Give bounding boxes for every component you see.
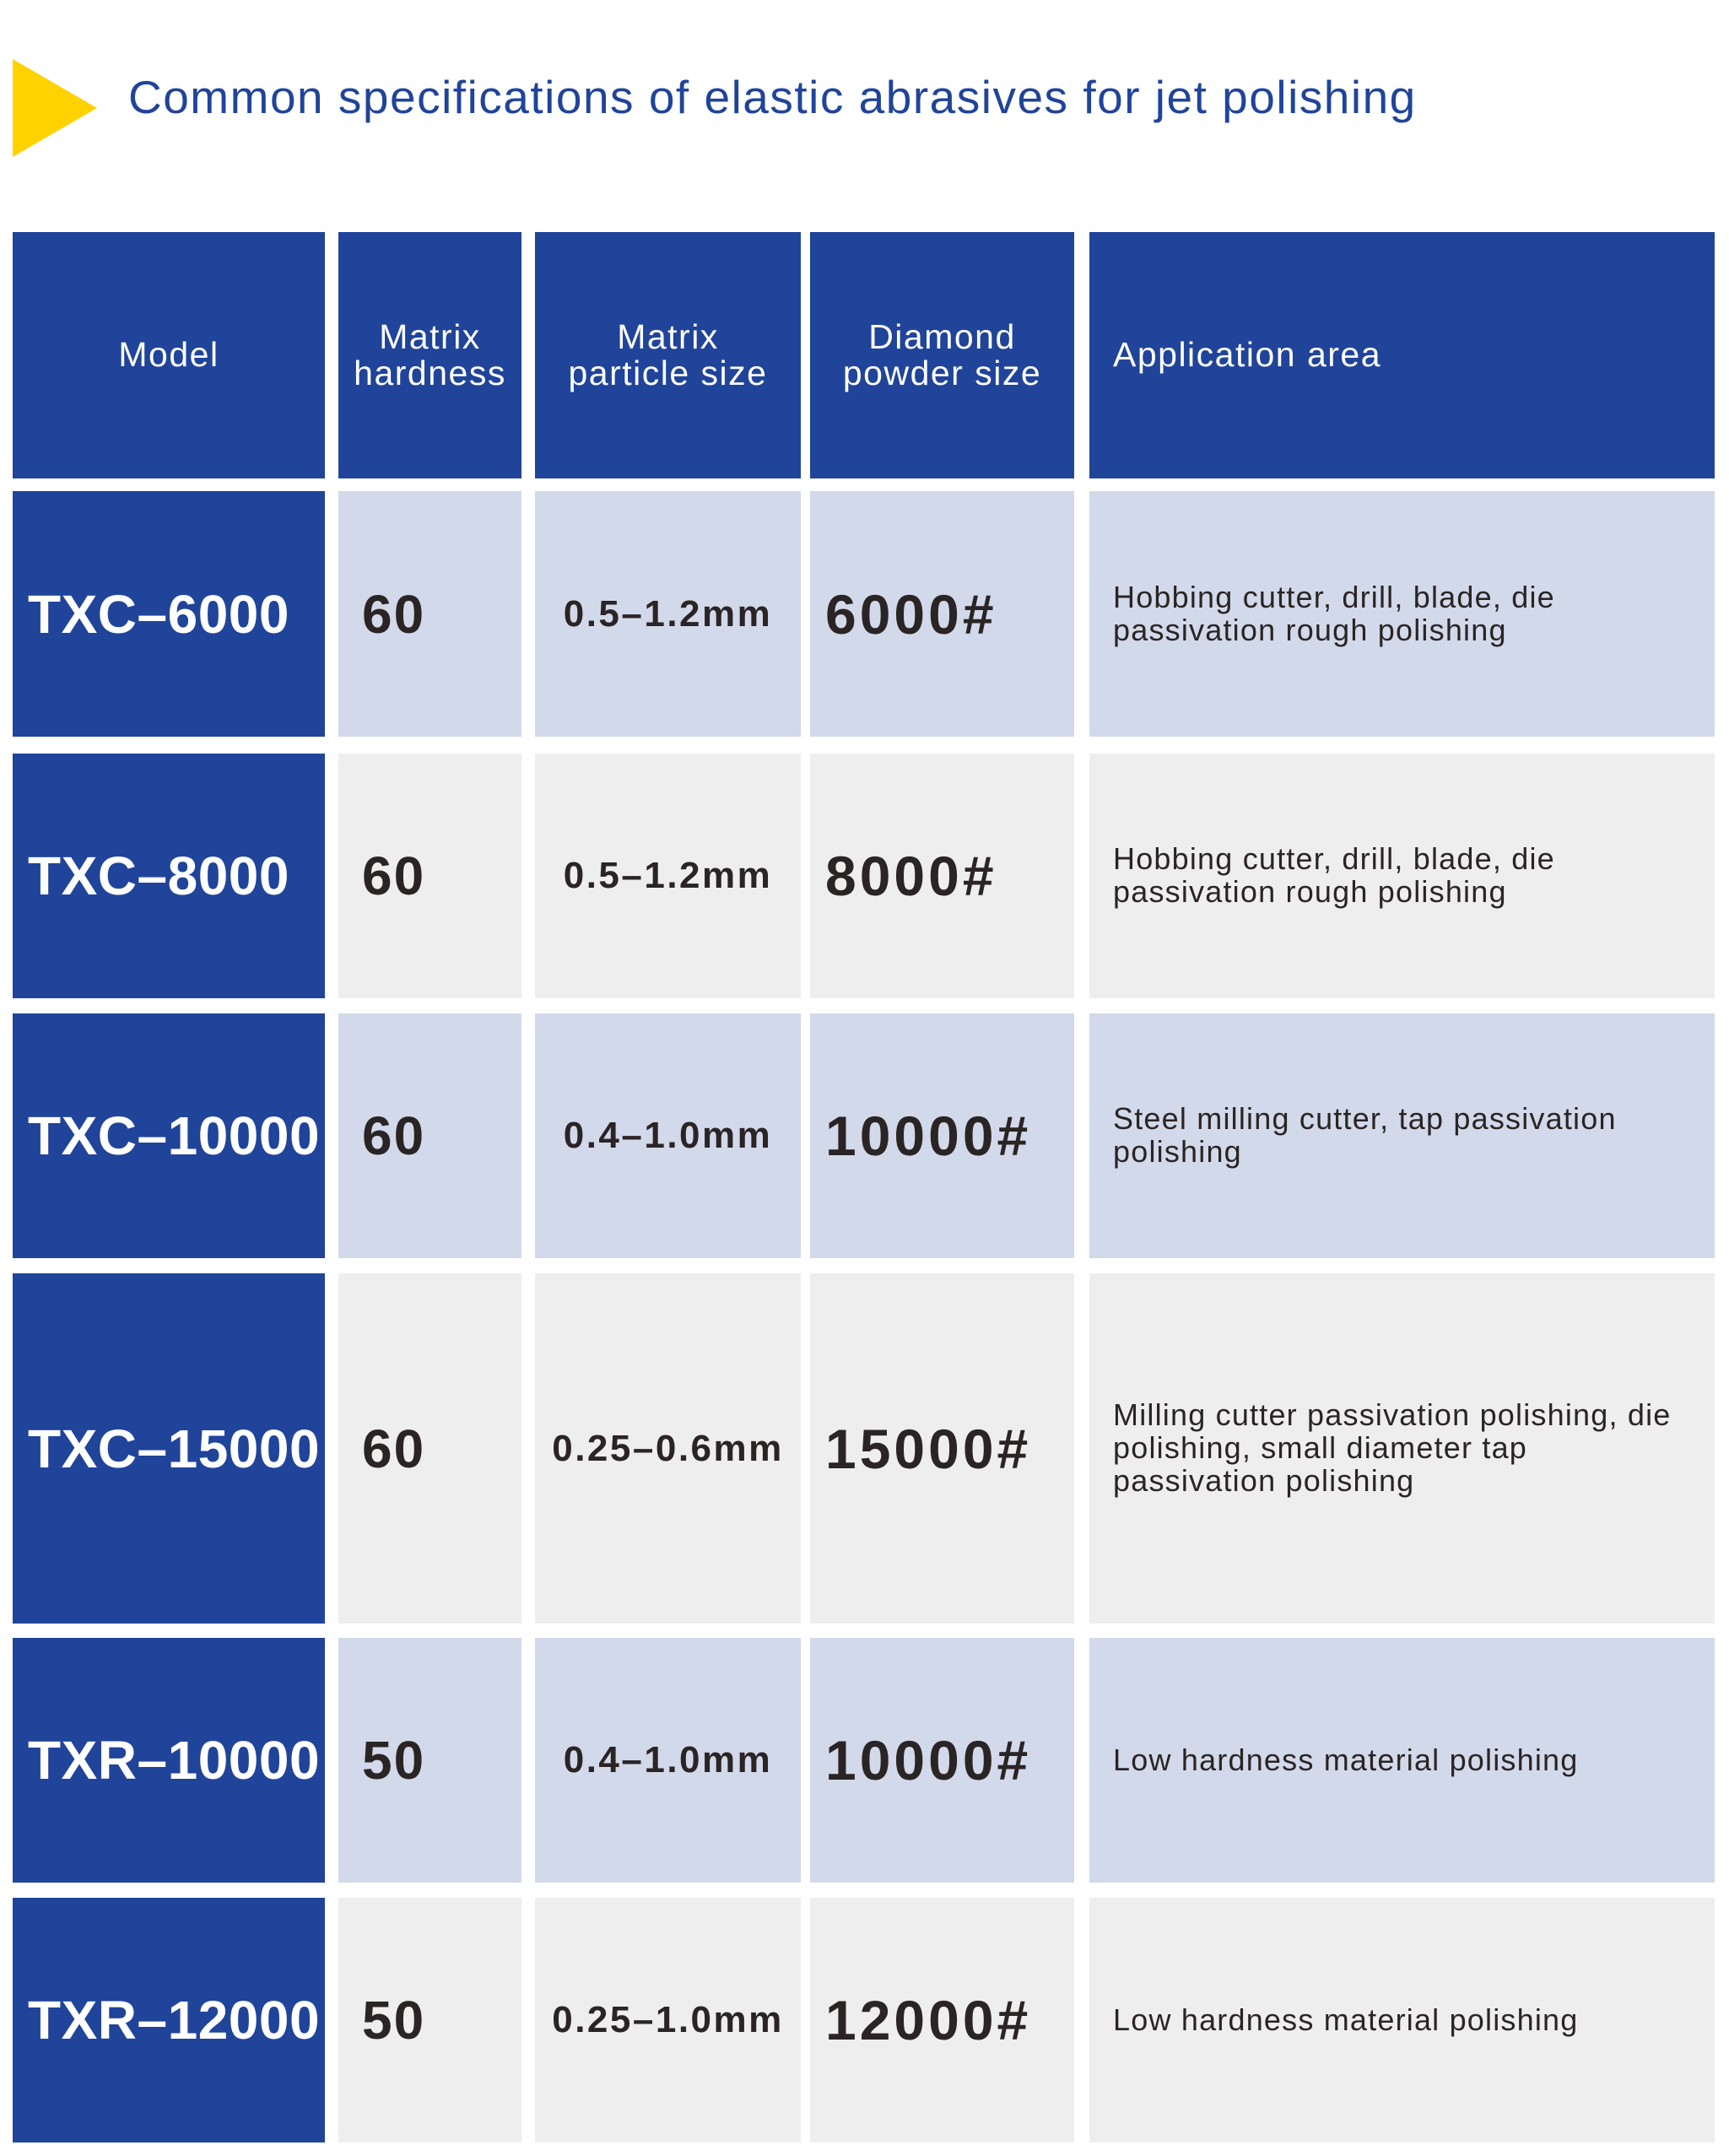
hardness-cell: 50 <box>338 1898 521 2142</box>
application-cell: Low hardness material polishing <box>1089 1638 1715 1883</box>
model-cell-text: TXC–10000 <box>28 1105 321 1166</box>
application-cell: Hobbing cutter, drill, blade, die passiv… <box>1089 491 1715 737</box>
header-matrix-hardness: Matrix hardness <box>338 232 521 478</box>
powder-size-cell-text: 8000# <box>825 845 997 907</box>
hardness-cell-text: 50 <box>362 1730 426 1791</box>
model-cell-text: TXC–15000 <box>28 1418 321 1479</box>
application-cell: Hobbing cutter, drill, blade, die passiv… <box>1089 754 1715 998</box>
powder-size-cell-text: 15000# <box>825 1417 1032 1480</box>
powder-size-cell-text: 10000# <box>825 1729 1032 1791</box>
application-cell: Milling cutter passivation polishing, di… <box>1089 1273 1715 1624</box>
model-cell-text: TXC–6000 <box>28 583 289 645</box>
yellow-triangle-icon <box>13 59 97 157</box>
particle-size-cell-text: 0.25–1.0mm <box>552 1999 784 2040</box>
powder-size-cell: 6000# <box>810 491 1074 737</box>
model-cell: TXC–10000 <box>13 1013 325 1258</box>
powder-size-cell-text: 6000# <box>825 582 997 646</box>
application-cell: Steel milling cutter, tap passivation po… <box>1089 1013 1715 1258</box>
application-cell-text: Steel milling cutter, tap passivation po… <box>1113 1101 1617 1169</box>
header-matrix-hardness-text: Matrix hardness <box>354 316 506 392</box>
particle-size-cell-text: 0.5–1.2mm <box>563 855 773 896</box>
model-cell-text: TXC–8000 <box>28 846 289 906</box>
powder-size-cell: 8000# <box>810 754 1074 998</box>
powder-size-cell: 10000# <box>810 1013 1074 1258</box>
application-cell-text: Low hardness material polishing <box>1113 2002 1579 2037</box>
particle-size-cell-text: 0.4–1.0mm <box>563 1739 773 1780</box>
header-model-text: Model <box>118 335 219 375</box>
particle-size-cell: 0.25–1.0mm <box>535 1898 801 2142</box>
hardness-cell: 60 <box>338 1273 521 1624</box>
application-cell-text: Low hardness material polishing <box>1113 1742 1579 1777</box>
powder-size-cell-text: 12000# <box>825 1989 1032 2051</box>
header-diamond-powder-size: Diamond powder size <box>810 232 1074 478</box>
header-diamond-powder-size-text: Diamond powder size <box>842 316 1042 392</box>
hardness-cell: 50 <box>338 1638 521 1883</box>
header-application-area: Application area <box>1089 232 1715 478</box>
particle-size-cell: 0.25–0.6mm <box>535 1273 801 1624</box>
hardness-cell-text: 60 <box>362 1105 426 1166</box>
hardness-cell: 60 <box>338 1013 521 1258</box>
header-matrix-particle-size: Matrix particle size <box>535 232 801 478</box>
particle-size-cell: 0.5–1.2mm <box>535 491 801 737</box>
hardness-cell-text: 50 <box>362 1990 426 2051</box>
powder-size-cell: 10000# <box>810 1638 1074 1883</box>
model-cell: TXR–12000 <box>13 1898 325 2142</box>
model-cell: TXC–8000 <box>13 754 325 998</box>
header-matrix-particle-size-text: Matrix particle size <box>568 316 768 392</box>
hardness-cell-text: 60 <box>362 583 426 645</box>
header-application-area-text: Application area <box>1113 335 1382 375</box>
particle-size-cell-text: 0.5–1.2mm <box>563 592 773 635</box>
application-cell-text: Hobbing cutter, drill, blade, die passiv… <box>1113 579 1555 647</box>
header-model: Model <box>13 232 325 478</box>
powder-size-cell: 12000# <box>810 1898 1074 2142</box>
hardness-cell: 60 <box>338 754 521 998</box>
page-title: Common specifications of elastic abrasiv… <box>128 71 1417 123</box>
particle-size-cell-text: 0.25–0.6mm <box>552 1427 784 1469</box>
model-cell: TXC–6000 <box>13 491 325 737</box>
powder-size-cell-text: 10000# <box>825 1105 1032 1167</box>
particle-size-cell: 0.4–1.0mm <box>535 1638 801 1883</box>
model-cell: TXR–10000 <box>13 1638 325 1883</box>
hardness-cell: 60 <box>338 491 521 737</box>
particle-size-cell: 0.5–1.2mm <box>535 754 801 998</box>
particle-size-cell: 0.4–1.0mm <box>535 1013 801 1258</box>
hardness-cell-text: 60 <box>362 846 426 906</box>
particle-size-cell-text: 0.4–1.0mm <box>563 1115 773 1156</box>
application-cell: Low hardness material polishing <box>1089 1898 1715 2142</box>
model-cell-text: TXR–10000 <box>28 1730 321 1791</box>
hardness-cell-text: 60 <box>362 1418 426 1479</box>
powder-size-cell: 15000# <box>810 1273 1074 1624</box>
model-cell: TXC–15000 <box>13 1273 325 1624</box>
model-cell-text: TXR–12000 <box>28 1990 321 2051</box>
application-cell-text: Hobbing cutter, drill, blade, die passiv… <box>1113 841 1555 909</box>
application-cell-text: Milling cutter passivation polishing, di… <box>1113 1397 1672 1498</box>
